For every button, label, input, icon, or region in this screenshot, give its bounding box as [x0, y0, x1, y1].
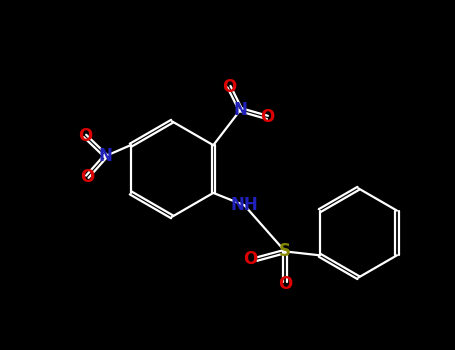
Text: O: O	[260, 108, 274, 126]
Text: O: O	[222, 78, 236, 96]
Text: O: O	[78, 127, 92, 145]
Text: N: N	[99, 147, 113, 165]
Text: N: N	[233, 101, 248, 119]
Text: O: O	[243, 250, 258, 268]
Text: O: O	[80, 168, 94, 186]
Text: NH: NH	[231, 196, 258, 214]
Text: S: S	[279, 243, 291, 260]
Text: O: O	[278, 275, 292, 293]
